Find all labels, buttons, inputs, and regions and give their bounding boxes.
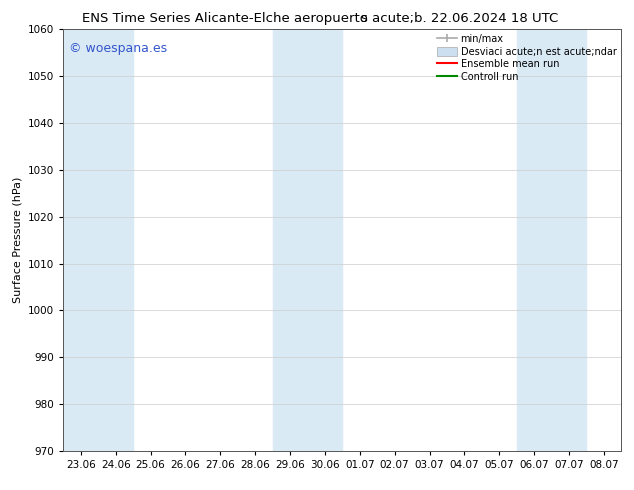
Text: ENS Time Series Alicante-Elche aeropuerto: ENS Time Series Alicante-Elche aeropuert… bbox=[82, 12, 368, 25]
Bar bbox=[63, 29, 133, 451]
Bar bbox=[517, 29, 586, 451]
Y-axis label: Surface Pressure (hPa): Surface Pressure (hPa) bbox=[13, 177, 23, 303]
Text: © woespana.es: © woespana.es bbox=[69, 42, 167, 55]
Text: s acute;b. 22.06.2024 18 UTC: s acute;b. 22.06.2024 18 UTC bbox=[361, 12, 558, 25]
Legend: min/max, Desviaci acute;n est acute;ndar, Ensemble mean run, Controll run: min/max, Desviaci acute;n est acute;ndar… bbox=[436, 32, 618, 83]
Bar bbox=[273, 29, 342, 451]
